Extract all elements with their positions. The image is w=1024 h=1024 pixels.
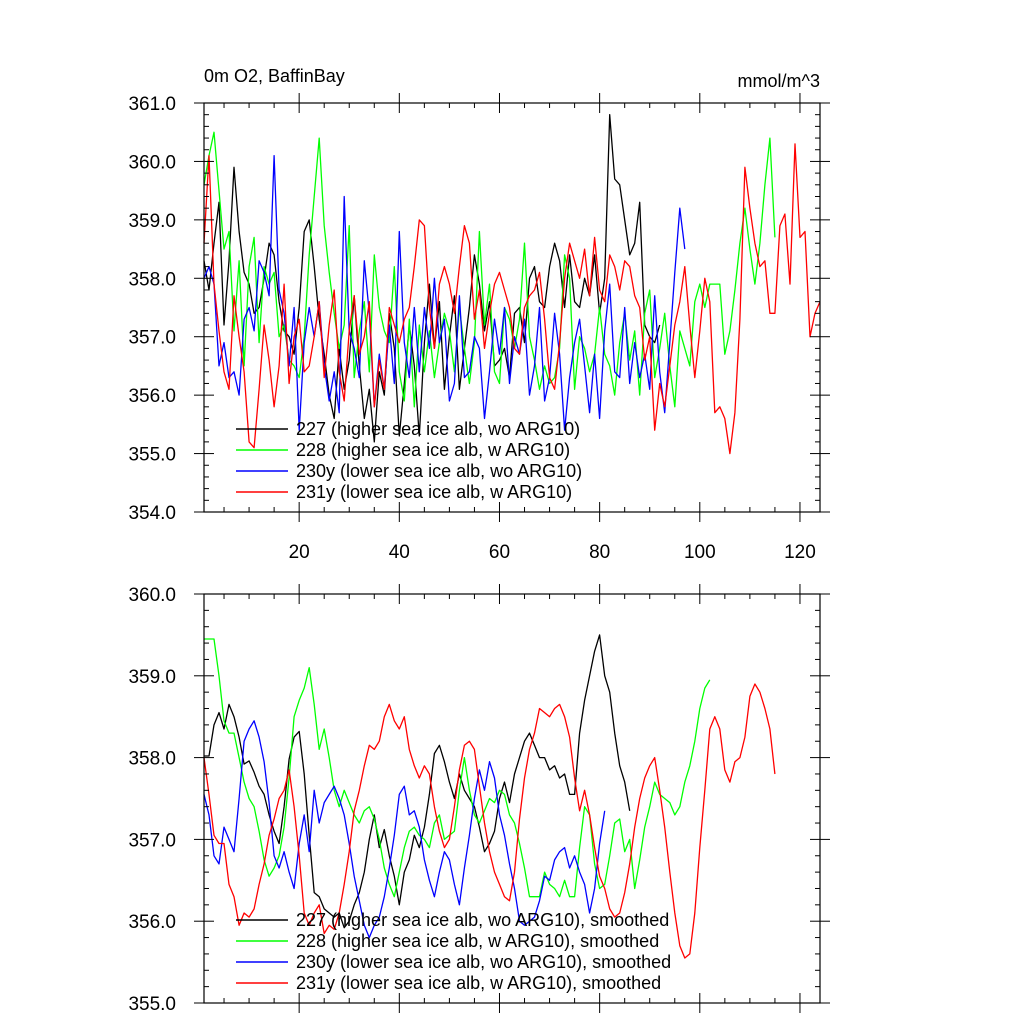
legend-label-227-smoothed: 227 (higher sea ice alb, wo ARG10), smoo… [296,910,669,930]
top-panel-units: mmol/m^3 [738,71,820,91]
series-line-231y-smoothed [203,683,776,959]
legend-label-230y: 230y (lower sea ice alb, wo ARG10) [296,461,582,481]
top-panel-title: 0m O2, BaffinBay [204,66,345,86]
bottom-panel-ticks: 355.0 356.0 357.0 358.0 359.0 360.0 [128,584,830,1015]
x-tick-label: 80 [589,542,610,563]
series-line-228-smoothed [204,638,711,898]
bottom-panel: 355.0 356.0 357.0 358.0 359.0 360.0 227 (high… [128,584,830,1015]
top-panel: 0m O2, BaffinBay mmol/m^3 20 40 60 80 100 120… [128,66,830,563]
top-panel-plot-frame [203,102,821,513]
series-line-231y [203,143,821,455]
legend-label-227: 227 (higher sea ice alb, wo ARG10) [296,419,580,439]
top-panel-ticks: 20 40 60 80 100 120 354.0 355.0 356.0 357.0 358.0 3… [128,93,830,563]
y-tick-label: 358.0 [128,269,176,290]
y-tick-label: 361.0 [128,94,176,115]
top-panel-legend: 227 (higher sea ice alb, wo ARG10) 228 (… [236,419,582,502]
bottom-panel-legend: 227 (higher sea ice alb, wo ARG10), smoo… [236,910,671,993]
series-line-230y [203,154,686,431]
y-tick-label: 358.0 [128,749,176,770]
legend-label-228-smoothed: 228 (higher sea ice alb, w ARG10), smoot… [296,931,659,951]
legend-label-231y-smoothed: 231y (lower sea ice alb, w ARG10), smoot… [296,973,661,993]
legend-label-231y: 231y (lower sea ice alb, w ARG10) [296,482,572,502]
y-tick-label: 359.0 [128,667,176,688]
y-tick-label: 354.0 [128,503,176,524]
y-tick-label: 359.0 [128,211,176,232]
bottom-panel-series [203,634,776,959]
x-tick-label: 100 [684,542,716,563]
series-line-227-smoothed [204,634,631,929]
legend-label-228: 228 (higher sea ice alb, w ARG10) [296,440,570,460]
y-tick-label: 357.0 [128,328,176,349]
top-panel-series [203,114,821,455]
x-tick-label: 40 [389,542,410,563]
y-tick-label: 355.0 [128,445,176,466]
y-tick-label: 355.0 [128,994,176,1015]
series-line-230y-smoothed [203,720,606,939]
y-tick-label: 357.0 [128,830,176,851]
x-tick-label: 120 [784,542,816,563]
legend-label-230y-smoothed: 230y (lower sea ice alb, wo ARG10), smoo… [296,952,671,972]
bottom-panel-plot-frame [203,593,821,1004]
y-tick-label: 360.0 [128,585,176,606]
y-tick-label: 356.0 [128,386,176,407]
y-tick-label: 360.0 [128,152,176,173]
y-tick-label: 356.0 [128,912,176,933]
x-tick-label: 60 [489,542,510,563]
x-tick-label: 20 [289,542,310,563]
series-line-228 [203,131,776,408]
